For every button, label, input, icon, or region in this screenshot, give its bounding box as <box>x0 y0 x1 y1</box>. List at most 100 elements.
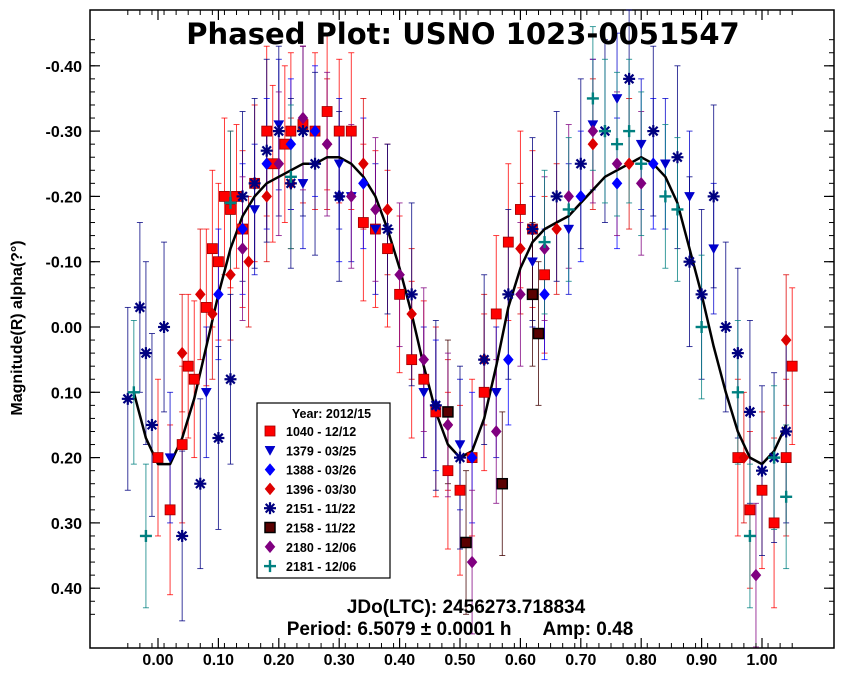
x-tick-label: 1.00 <box>746 652 777 669</box>
period-annotation: Period: 6.5079 ± 0.0001 h Amp: 0.48 <box>287 619 634 640</box>
data-point <box>207 307 218 321</box>
asterisk-stroke <box>285 178 296 189</box>
data-point <box>224 196 237 209</box>
x-tick-label: 0.20 <box>263 652 294 669</box>
data-point <box>158 321 171 333</box>
data-point <box>394 268 405 282</box>
data-point <box>563 224 575 235</box>
data-point <box>490 308 502 320</box>
data-point <box>194 477 207 490</box>
data-point <box>394 288 406 300</box>
legend: Year: 2012/15 1040 - 12/12 1379 - 03/25 138… <box>256 402 391 579</box>
data-point <box>236 190 249 203</box>
asterisk-stroke <box>158 321 170 333</box>
data-point <box>671 151 684 164</box>
data-point <box>550 190 563 203</box>
data-point <box>539 287 550 301</box>
data-point <box>659 159 671 170</box>
data-point <box>768 517 780 529</box>
y-tick-label: 0.40 <box>51 581 82 598</box>
asterisk-stroke <box>261 145 272 156</box>
asterisk-stroke <box>744 406 756 417</box>
y-axis-label: Magnitude(R) alpha(?°) <box>9 240 26 415</box>
x-tick-label: 0.60 <box>505 652 536 669</box>
asterisk-stroke <box>454 452 466 463</box>
data-point <box>768 451 781 464</box>
data-point <box>659 190 672 203</box>
data-point <box>152 452 164 464</box>
data-point <box>370 224 381 235</box>
data-point <box>164 453 176 464</box>
asterisk-stroke <box>781 426 792 437</box>
data-point <box>744 504 756 516</box>
data-point <box>200 388 212 398</box>
asterisk-stroke <box>527 223 538 235</box>
data-point <box>551 222 562 236</box>
data-point <box>237 242 248 256</box>
data-point <box>176 529 189 542</box>
data-point <box>707 190 720 203</box>
asterisk-stroke <box>551 191 562 202</box>
data-point <box>743 529 756 542</box>
data-point <box>194 287 206 301</box>
data-point <box>418 388 430 398</box>
data-point <box>623 157 635 171</box>
jdo-annotation: JDo(LTC): 2456273.718834 <box>347 597 586 618</box>
data-point <box>442 465 454 477</box>
data-point <box>261 125 273 137</box>
data-point <box>212 432 225 445</box>
asterisk-stroke <box>430 400 441 411</box>
data-point <box>780 452 792 464</box>
data-point <box>719 321 732 333</box>
data-point <box>743 405 756 418</box>
data-point <box>213 287 224 301</box>
data-point <box>526 288 539 301</box>
data-point <box>297 111 309 125</box>
data-point <box>382 203 393 216</box>
x-tick-label: 0.50 <box>444 652 475 669</box>
data-point <box>527 257 538 268</box>
data-point <box>296 125 309 138</box>
data-point <box>611 157 623 171</box>
data-point <box>466 451 478 464</box>
data-point <box>249 205 261 215</box>
data-point <box>635 139 647 150</box>
data-point <box>321 106 333 117</box>
data-point <box>515 242 526 256</box>
data-point <box>539 269 550 281</box>
data-point <box>139 529 152 542</box>
data-point <box>121 392 134 405</box>
data-point <box>496 477 509 490</box>
legend-box <box>256 402 391 579</box>
data-point <box>454 484 466 496</box>
legend-marker <box>264 446 276 456</box>
data-point <box>708 244 720 255</box>
data-point <box>164 504 176 516</box>
asterisk-stroke <box>134 302 145 313</box>
data-point <box>273 120 285 131</box>
data-point <box>285 125 297 137</box>
data-point <box>611 176 623 190</box>
data-point <box>562 203 575 216</box>
legend-entry: 2181 - 12/06 <box>286 560 356 574</box>
legend-entry: 1396 - 03/30 <box>286 483 356 497</box>
data-point <box>243 255 254 269</box>
data-point <box>333 125 345 137</box>
data-point <box>539 242 550 256</box>
data-point <box>206 243 218 255</box>
chart-title: Phased Plot: USNO 1023-0051547 <box>186 17 739 51</box>
data-point <box>188 373 200 385</box>
data-point <box>490 425 502 438</box>
data-point <box>780 425 793 438</box>
y-tick-label: 0.20 <box>51 451 82 468</box>
data-point <box>133 301 146 314</box>
asterisk-stroke <box>720 321 731 333</box>
asterisk-stroke <box>334 191 345 202</box>
data-point <box>466 555 478 569</box>
data-points-layer <box>121 72 798 582</box>
data-point <box>285 137 297 151</box>
data-point <box>598 125 611 138</box>
data-point <box>671 203 684 216</box>
legend-entry: 2158 - 11/22 <box>286 522 356 536</box>
